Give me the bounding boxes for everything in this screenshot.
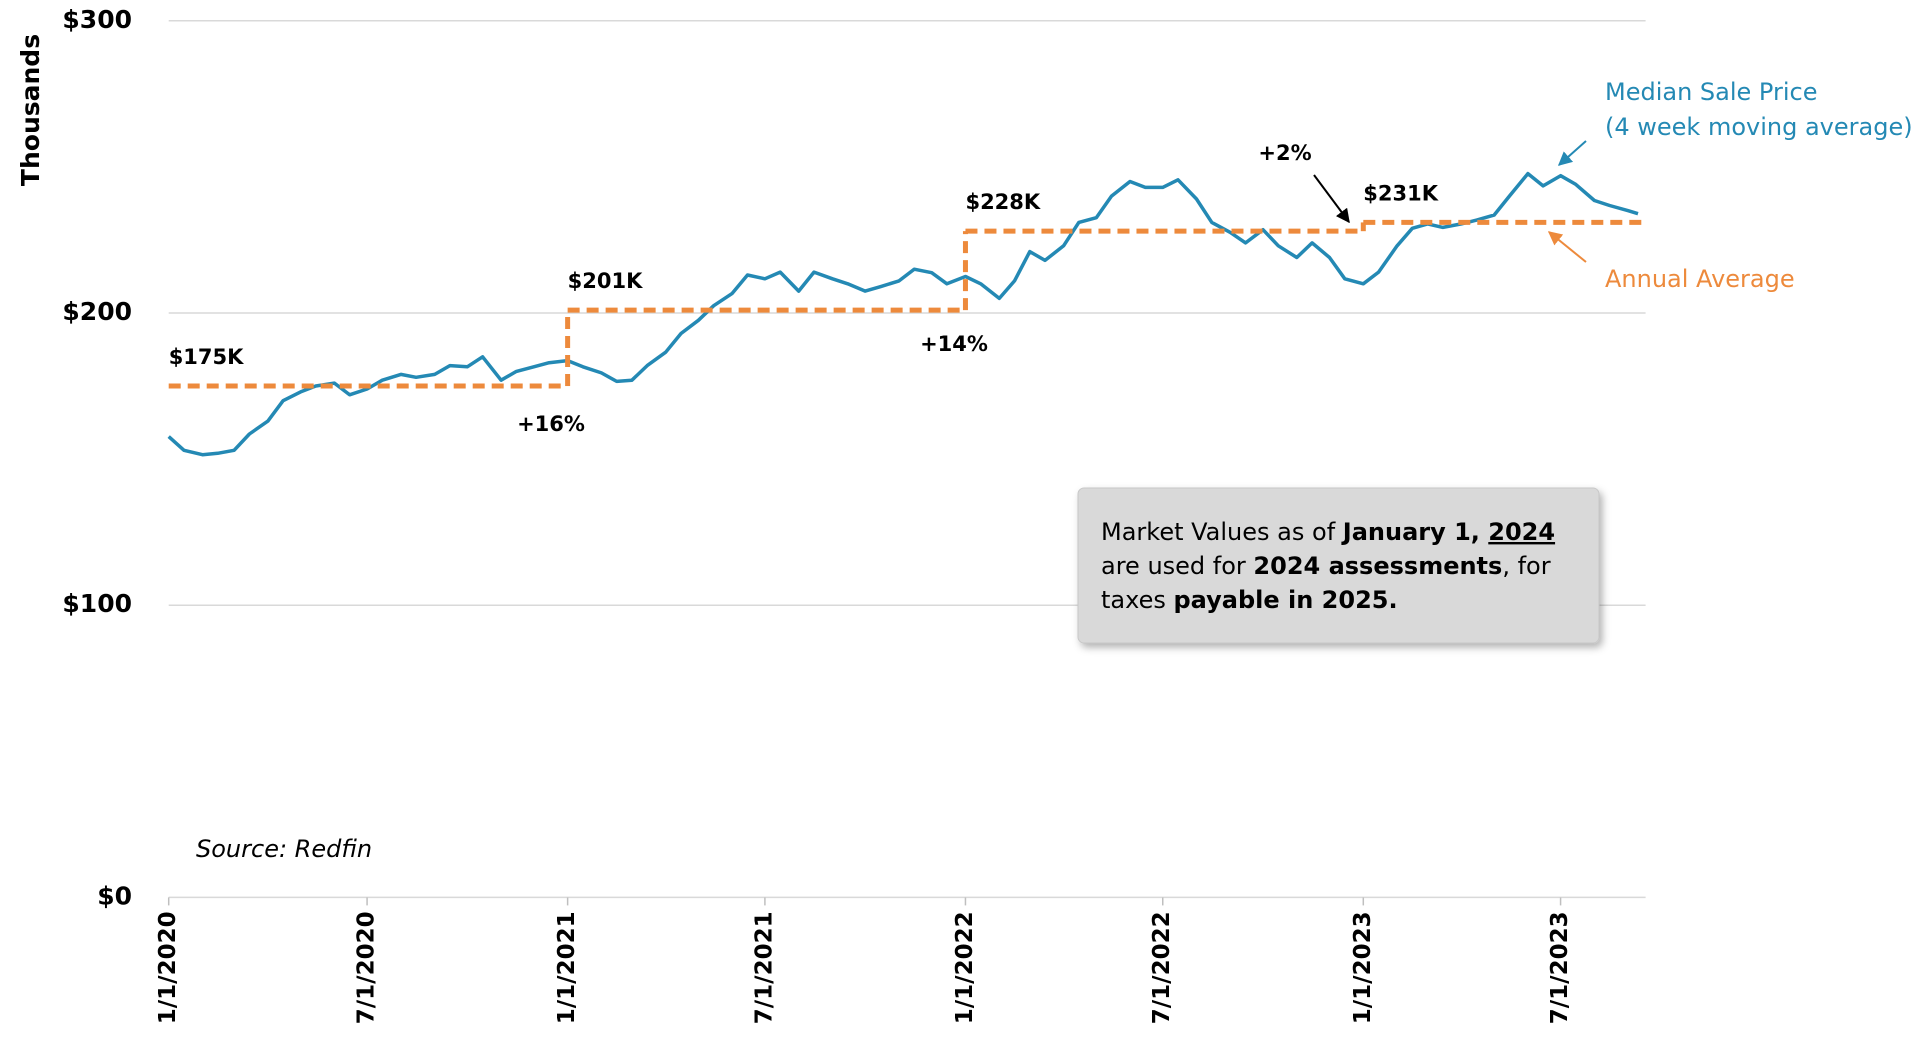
callout-text: are used for: [1101, 552, 1253, 580]
x-tick-label: 7/1/2021: [751, 911, 777, 1024]
annotation: +2%: [1258, 141, 1311, 165]
label-arrow: [1557, 140, 1587, 166]
x-tick-label: 1/1/2022: [952, 911, 978, 1024]
source: Source: Redfin: [196, 835, 372, 863]
callout: Market Values as of January 1, 2024 are u…: [1101, 518, 1555, 614]
value-label: $175K: [169, 345, 244, 369]
y-tick-label: $300: [62, 5, 132, 34]
callout-text: , for: [1502, 552, 1550, 580]
annotation: +14%: [920, 332, 988, 356]
value-label: $228K: [965, 190, 1040, 214]
annotation: +16%: [517, 412, 585, 436]
series-label: Median Sale Price: [1605, 78, 1817, 106]
grid: $0 $100 $200 $300 1/1/2020 7/1/2020 1/1/2021 7/…: [62, 5, 1646, 1024]
x-tick-label: 7/1/2022: [1149, 911, 1175, 1024]
callout-text: taxes: [1101, 586, 1173, 614]
x-tick-label: 1/1/2020: [155, 911, 181, 1024]
x-tick-label: 7/1/2020: [354, 911, 380, 1024]
series-label-note: (4 week moving average): [1605, 113, 1913, 141]
callout-text: payable in 2025.: [1173, 586, 1397, 614]
callout-text: 2024: [1488, 518, 1555, 546]
callout-text: January 1,: [1341, 518, 1489, 546]
callout-line: taxes payable in 2025.: [1101, 586, 1398, 614]
value-label: $231K: [1363, 181, 1438, 205]
y-tick-label: $0: [97, 881, 132, 910]
y-tick-label: $200: [62, 297, 132, 326]
x-tick-label: 1/1/2023: [1350, 911, 1376, 1024]
callout-line: are used for 2024 assessments, for: [1101, 552, 1551, 580]
plot: $175K $201K $228K $231K: [167, 171, 1646, 457]
value-label: $201K: [568, 269, 643, 293]
callout-line: Market Values as of January 1, 2024: [1101, 518, 1555, 546]
callout-box: [1077, 487, 1600, 644]
label-arrow: [1547, 231, 1587, 263]
y-axis-label: Thousands: [16, 34, 45, 186]
callout-text: 2024 assessments: [1253, 552, 1502, 580]
callout-text: Market Values as of: [1101, 518, 1343, 546]
annotation-arrow: [1313, 174, 1350, 224]
y-tick-label: $100: [62, 589, 132, 618]
series-label: Annual Average: [1605, 265, 1795, 293]
price-line: [167, 171, 1639, 457]
x-tick-label: 7/1/2023: [1547, 911, 1573, 1024]
x-tick-label: 1/1/2021: [554, 911, 580, 1024]
